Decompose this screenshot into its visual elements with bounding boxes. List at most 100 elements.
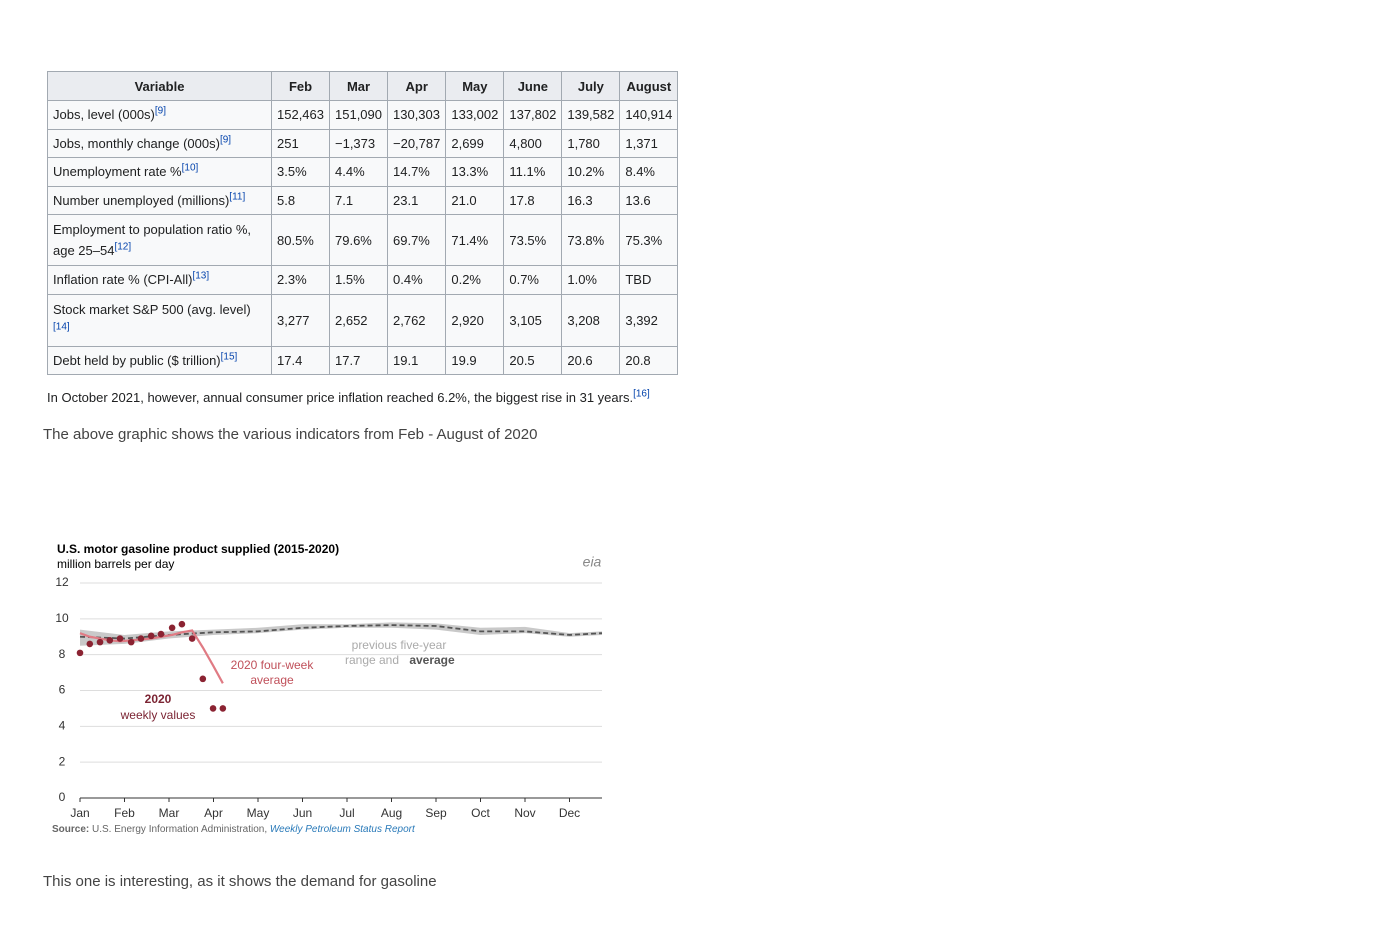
x-tick-label: May xyxy=(247,806,270,820)
reference[interactable]: [9] xyxy=(154,105,167,117)
y-tick-label: 10 xyxy=(55,611,69,625)
table-cell: 7.1 xyxy=(329,185,388,215)
y-tick-label: 0 xyxy=(59,790,66,804)
table-cell: 20.5 xyxy=(503,345,563,375)
reference[interactable]: [9] xyxy=(219,134,232,146)
x-tick-label: Jun xyxy=(293,806,312,820)
row-label: Employment to population ratio %, age 25… xyxy=(47,214,272,266)
point xyxy=(209,705,217,712)
reference[interactable]: [14] xyxy=(53,321,70,333)
footnote-ref[interactable]: [16] xyxy=(633,388,650,400)
table-cell: 2,920 xyxy=(445,293,505,347)
y-tick-label: 2 xyxy=(59,754,66,768)
table-cell: 69.7% xyxy=(386,214,447,266)
table-cell: 3,105 xyxy=(503,293,563,347)
header-cell: July xyxy=(561,71,621,101)
header-row: Variable Feb Mar Apr May June July August xyxy=(47,71,679,101)
annotation: 2020 xyxy=(145,692,172,706)
point xyxy=(199,675,207,683)
x-tick-label: Oct xyxy=(471,806,490,820)
row-label: Stock market S&P 500 (avg. level) [14] xyxy=(47,293,272,347)
row-label: Unemployment rate %[10] xyxy=(47,157,272,187)
table-cell: −1,373 xyxy=(329,128,388,158)
table-cell: 133,002 xyxy=(445,100,505,130)
table-row: Debt held by public ($ trillion)[15] 17.4… xyxy=(47,345,679,375)
header-cell: May xyxy=(445,71,505,101)
range-band xyxy=(80,622,602,646)
row-label-text: Jobs, level (000s) xyxy=(53,107,155,123)
annotation: average xyxy=(409,653,455,667)
point xyxy=(106,637,114,644)
x-tick-label: Apr xyxy=(204,806,223,820)
annotation: range and xyxy=(345,653,399,667)
table-cell: 130,303 xyxy=(386,100,447,130)
table-cell: 17.7 xyxy=(329,345,388,375)
table-cell: 3,392 xyxy=(619,293,679,347)
table-cell: 73.8% xyxy=(561,214,621,266)
table-cell: 13.6 xyxy=(619,185,679,215)
footnote: In October 2021, however, annual consume… xyxy=(47,388,650,405)
caption: This one is interesting, as it shows the… xyxy=(43,873,437,890)
x-tick-label: Feb xyxy=(114,806,135,820)
table-cell: 73.5% xyxy=(503,214,563,266)
table-cell: 19.9 xyxy=(445,345,505,375)
point xyxy=(96,638,104,646)
reference[interactable]: [12] xyxy=(114,241,132,253)
header-cell: August xyxy=(619,71,679,101)
logo: eia xyxy=(583,554,602,570)
point xyxy=(168,624,176,632)
x-tick-label: Mar xyxy=(159,806,180,820)
table-cell: 71.4% xyxy=(445,214,505,266)
point xyxy=(137,635,145,642)
reference[interactable]: [13] xyxy=(192,270,210,282)
x-tick-label: Aug xyxy=(381,806,402,820)
y-tick-label: 4 xyxy=(59,719,66,733)
point xyxy=(219,705,227,712)
table-cell: 140,914 xyxy=(619,100,679,130)
header-cell: June xyxy=(503,71,563,101)
table-cell: 1.5% xyxy=(329,265,388,295)
x-tick-label: Jan xyxy=(70,806,89,820)
table-cell: 152,463 xyxy=(271,100,330,130)
row-label-text: Number unemployed (millions) xyxy=(53,192,230,208)
table-cell: 79.6% xyxy=(329,214,388,266)
point xyxy=(116,635,124,642)
annotation: 2020 four-week xyxy=(231,658,315,672)
header-cell: Apr xyxy=(386,71,447,101)
table-row: Unemployment rate %[10] 3.5% 4.4% 14.7% 13.3… xyxy=(47,157,679,187)
row-label: Inflation rate % (CPI-All)[13] xyxy=(47,265,272,295)
table-cell: 20.8 xyxy=(619,345,679,375)
table-cell: 3,208 xyxy=(561,293,621,347)
footnote-text: In October 2021, however, annual consume… xyxy=(47,390,634,405)
table-cell: 1.0% xyxy=(561,265,621,295)
table-cell: 11.1% xyxy=(503,157,563,187)
table-cell: 20.6 xyxy=(561,345,621,375)
table-cell: 2,762 xyxy=(386,293,447,347)
table-cell: 1,371 xyxy=(619,128,679,158)
table-cell: 80.5% xyxy=(271,214,330,266)
source-label: Source: xyxy=(52,824,89,835)
header-cell: Feb xyxy=(271,71,330,101)
table-cell: 251 xyxy=(271,128,330,158)
table-row: Employment to population ratio %, age 25… xyxy=(47,214,679,266)
annotation: average xyxy=(250,673,294,687)
row-label-text: Unemployment rate % xyxy=(53,164,182,180)
point xyxy=(147,632,155,640)
annotation: previous five-year xyxy=(352,638,447,652)
table-cell: 4.4% xyxy=(329,157,388,187)
reference[interactable]: [10] xyxy=(181,162,199,174)
annotation: weekly values xyxy=(120,708,196,722)
row-label: Debt held by public ($ trillion)[15] xyxy=(47,345,272,375)
source-text: U.S. Energy Information Administration, xyxy=(92,824,267,835)
table-cell: 10.2% xyxy=(561,157,621,187)
table-cell: 19.1 xyxy=(386,345,447,375)
row-label-text: Jobs, monthly change (000s) xyxy=(53,135,220,151)
caption: The above graphic shows the various indi… xyxy=(43,426,538,443)
row-label-text: Stock market S&P 500 (avg. level) xyxy=(53,302,251,317)
x-tick-label: Sep xyxy=(425,806,447,820)
table-row: Jobs, level (000s)[9] 152,463 151,090 130,3… xyxy=(47,100,679,130)
row-label: Jobs, monthly change (000s)[9] xyxy=(47,128,272,158)
source-link[interactable]: Weekly Petroleum Status Report xyxy=(270,824,416,835)
reference[interactable]: [15] xyxy=(220,351,238,363)
reference[interactable]: [11] xyxy=(229,191,246,203)
